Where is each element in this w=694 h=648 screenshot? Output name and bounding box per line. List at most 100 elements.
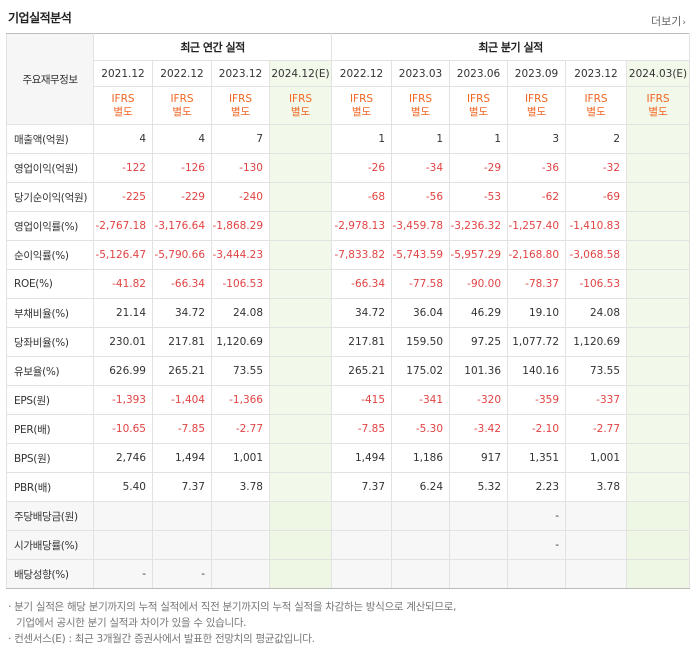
table-cell: - [507,530,567,560]
table-cell: 1,120.69 [211,327,270,357]
table-cell [626,414,691,444]
table-row: PER(배) -10.65 -7.85 -2.77 -7.85 -5.30 -3.42 -2.… [6,414,691,444]
table-cell [391,559,451,589]
table-cell: 217.81 [331,327,393,357]
table-cell: -341 [391,385,451,415]
chevron-right-icon: › [682,18,686,28]
table-cell: 1,494 [152,443,212,473]
table-cell [626,501,691,531]
table-row: 부채비율(%) 21.14 34.72 24.08 34.72 36.04 46.29 19.… [6,298,691,328]
table-cell: -2.77 [565,414,628,444]
table-cell: 230.01 [93,327,153,357]
table-cell [565,501,628,531]
table-cell: -7.85 [152,414,212,444]
table-row: 영업이익률(%) -2,767.18 -3,176.64 -1,868.29 -2,97… [6,211,691,241]
table-cell: -130 [211,153,270,183]
table-cell [268,385,333,415]
table-cell: -53 [449,182,509,212]
ifrs-basis: IFRS 별도 [152,86,212,125]
table-cell [626,385,691,415]
table-cell: -320 [449,385,509,415]
period-header: 2021.12 [93,60,153,87]
ifrs-label: IFRS [170,92,194,105]
table-cell: - [507,501,567,531]
row-label: 부채비율(%) [6,298,94,328]
table-cell [626,153,691,183]
table-cell: -225 [93,182,153,212]
separate-label: 별도 [113,105,133,118]
row-label: 영업이익률(%) [6,211,94,241]
table-cell: 5.40 [93,472,153,502]
table-cell [626,472,691,502]
more-link[interactable]: 더보기› [651,13,686,29]
table-cell: -56 [391,182,451,212]
table-cell: -77.58 [391,269,451,299]
table-cell: 34.72 [331,298,393,328]
table-cell [626,530,691,560]
table-cell [211,559,270,589]
table-cell [268,414,333,444]
table-cell [268,472,333,502]
ifrs-basis: IFRS 별도 [93,86,153,125]
table-cell: 140.16 [507,356,567,386]
ifrs-label: IFRS [466,92,491,105]
period-header: 2023.09 [507,60,567,87]
table-cell [449,559,509,589]
table-row: 당기순이익(억원) -225 -229 -240 -68 -56 -53 -62 -69 [6,182,691,212]
table-cell: 265.21 [331,356,393,386]
ifrs-label: IFRS [349,92,374,105]
table-cell: -1,257.40 [507,211,567,241]
table-cell: 2,746 [93,443,153,473]
table-cell [268,269,333,299]
footnote-consensus: · 컨센서스(E) : 최근 3개월간 증권사에서 발표한 전망치의 평균값입니… [8,633,315,645]
footnote-quarterly-cont: 기업에서 공시한 분기 실적과 차이가 있을 수 있습니다. [16,617,247,629]
period-header: 2022.12 [331,60,393,87]
table-cell: -66.34 [331,269,393,299]
table-cell: -3,459.78 [391,211,451,241]
table-cell: 7 [211,124,270,154]
row-label: 매출액(억원) [6,124,94,154]
table-cell: 73.55 [211,356,270,386]
table-cell [565,530,628,560]
table-cell [626,211,691,241]
table-cell: -1,366 [211,385,270,415]
row-label: 시가배당률(%) [6,530,94,560]
table-cell: -66.34 [152,269,212,299]
table-row: 유보율(%) 626.99 265.21 73.55 265.21 175.02 101.3… [6,356,691,386]
table-cell [626,327,691,357]
table-cell: 24.08 [211,298,270,328]
separate-label: 별도 [172,105,192,118]
table-row: 주당배당금(원) - [6,501,691,531]
table-cell [268,530,333,560]
table-cell: -3,068.58 [565,240,628,270]
ifrs-label: IFRS [288,92,313,105]
table-cell: -32 [565,153,628,183]
table-cell: - [93,559,153,589]
table-cell [626,559,691,589]
table-cell [626,298,691,328]
table-cell: -26 [331,153,393,183]
table-cell: -3,444.23 [211,240,270,270]
table-cell: -3,236.32 [449,211,509,241]
table-cell: 217.81 [152,327,212,357]
table-cell: -106.53 [211,269,270,299]
ifrs-basis: IFRS 별도 [211,86,270,125]
table-cell: -2,168.80 [507,240,567,270]
table-row: EPS(원) -1,393 -1,404 -1,366 -415 -341 -320 -359… [6,385,691,415]
table-cell: 3 [507,124,567,154]
separate-label: 별도 [230,105,251,118]
ifrs-basis: IFRS 별도 [449,86,509,125]
group-quarter-header: 최근 분기 실적 [331,33,691,61]
table-cell: 36.04 [391,298,451,328]
ifrs-label: IFRS [524,92,549,105]
table-cell: 2 [565,124,628,154]
period-header: 2023.06 [449,60,509,87]
table-cell: 3.78 [211,472,270,502]
table-cell: -90.00 [449,269,509,299]
table-cell: 73.55 [565,356,628,386]
table-cell: -5,743.59 [391,240,451,270]
table-cell: -415 [331,385,393,415]
separate-label: 별도 [526,105,547,118]
table-cell: 101.36 [449,356,509,386]
table-cell: -2,978.13 [331,211,393,241]
